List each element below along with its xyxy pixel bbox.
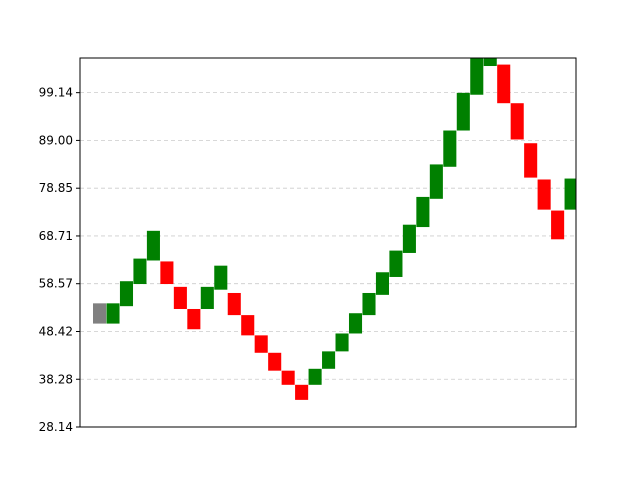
- bricks: [93, 58, 576, 400]
- brick-down: [173, 286, 187, 309]
- plot-frame: [79, 57, 577, 428]
- brick-up: [456, 92, 470, 131]
- brick-up: [214, 265, 228, 290]
- y-tick-label: 89.00: [39, 133, 73, 147]
- brick-down: [295, 384, 309, 400]
- y-axis: 28.14 38.28 48.42 58.57 68.71 78.85 89.00 99.14: [39, 86, 80, 434]
- y-tick-label: 99.14: [39, 86, 73, 100]
- brick-down: [160, 261, 174, 285]
- grid-lines: [80, 92, 576, 380]
- brick-down: [524, 143, 538, 178]
- brick-up: [308, 368, 322, 385]
- brick-neutral: [93, 303, 107, 324]
- brick-up: [389, 250, 403, 277]
- brick-up: [106, 303, 120, 324]
- brick-up: [362, 292, 376, 316]
- brick-down: [227, 292, 241, 316]
- brick-down: [187, 308, 201, 330]
- y-tick-label: 48.42: [39, 325, 73, 339]
- y-tick-label: 58.57: [39, 277, 73, 291]
- brick-up: [335, 333, 349, 352]
- brick-down: [268, 352, 282, 371]
- brick-up: [119, 281, 134, 307]
- brick-up: [470, 58, 484, 95]
- brick-down: [281, 370, 295, 385]
- brick-up: [402, 224, 416, 253]
- brick-up: [146, 230, 160, 261]
- brick-down: [510, 103, 524, 140]
- brick-up: [416, 196, 430, 228]
- brick-down: [497, 64, 511, 104]
- brick-down: [254, 335, 268, 353]
- y-tick-label: 38.28: [39, 372, 73, 386]
- brick-down: [241, 315, 255, 336]
- brick-up: [348, 313, 363, 334]
- brick-up: [443, 130, 457, 167]
- y-tick-label: 68.71: [39, 229, 73, 243]
- brick-down: [537, 179, 551, 210]
- brick-up: [564, 178, 576, 210]
- brick-up: [200, 286, 214, 309]
- brick-up: [133, 258, 147, 285]
- brick-up: [375, 272, 389, 295]
- brick-up: [429, 164, 443, 199]
- brick-down: [551, 210, 565, 240]
- y-tick-label: 28.14: [39, 420, 73, 434]
- y-tick-label: 78.85: [39, 181, 73, 195]
- brick-up: [483, 58, 497, 67]
- brick-up: [322, 351, 336, 369]
